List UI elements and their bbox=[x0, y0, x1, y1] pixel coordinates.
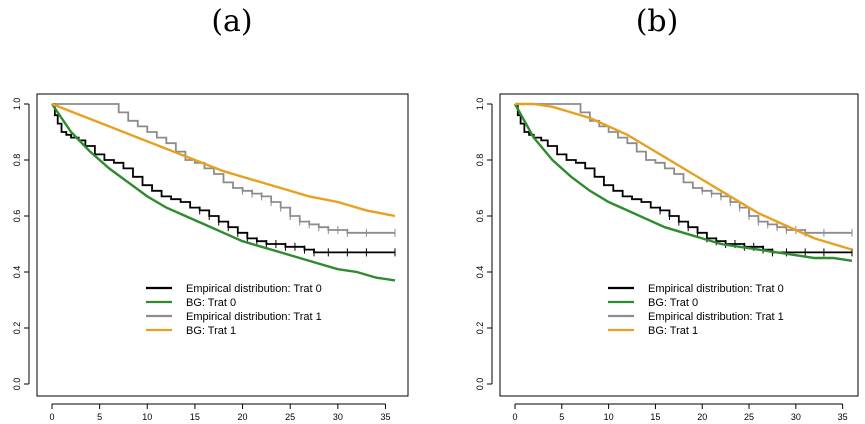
y-tick-label: 0.8 bbox=[12, 154, 22, 167]
chart-panel-1: 0 5 10 15 20 25 30 35 0.0 0.2 0.4 0.6 0.8 1.0 Empirica… bbox=[475, 93, 859, 422]
x-tick-label: 25 bbox=[744, 412, 754, 422]
y-tick-label: 0.4 bbox=[475, 266, 485, 279]
x-tick-label: 0 bbox=[512, 412, 517, 422]
y-tick-label: 0.8 bbox=[475, 154, 485, 167]
legend-label: Empirical distribution: Trat 0 bbox=[648, 283, 784, 295]
chart-panel-0: 0 5 10 15 20 25 30 35 0.0 0.2 0.4 0.6 0.8 1.0 Empirica… bbox=[12, 93, 409, 422]
plot-frame bbox=[36, 93, 409, 397]
panel-b-title: (b) bbox=[635, 4, 679, 39]
y-tick-label: 1.0 bbox=[475, 98, 485, 111]
x-tick-label: 35 bbox=[380, 412, 390, 422]
x-tick-label: 30 bbox=[791, 412, 801, 422]
plot-frame bbox=[499, 93, 859, 397]
series-line-3 bbox=[51, 102, 396, 218]
series-line-3 bbox=[515, 102, 853, 251]
panel-a-title: (a) bbox=[211, 4, 253, 39]
y-tick-label: 0.2 bbox=[12, 322, 22, 335]
x-tick-label: 10 bbox=[142, 412, 152, 422]
legend-label: BG: Trat 0 bbox=[648, 297, 698, 309]
x-tick-label: 35 bbox=[838, 412, 848, 422]
series-line-1 bbox=[51, 103, 396, 282]
y-tick-label: 1.0 bbox=[12, 98, 22, 111]
x-tick-label: 0 bbox=[49, 412, 54, 422]
legend-label: Empirical distribution: Trat 1 bbox=[186, 311, 322, 323]
x-tick-label: 15 bbox=[650, 412, 660, 422]
y-tick-label: 0.0 bbox=[475, 378, 485, 391]
series-line-0 bbox=[515, 103, 852, 254]
y-tick-label: 0.4 bbox=[12, 266, 22, 279]
x-tick-label: 5 bbox=[559, 412, 564, 422]
y-tick-label: 0.6 bbox=[12, 210, 22, 223]
x-tick-label: 25 bbox=[285, 412, 295, 422]
series-line-2 bbox=[52, 103, 395, 234]
legend-label: BG: Trat 0 bbox=[186, 297, 236, 309]
x-tick-label: 10 bbox=[604, 412, 614, 422]
series-line-2 bbox=[515, 103, 852, 234]
x-tick-label: 5 bbox=[97, 412, 102, 422]
y-tick-label: 0.6 bbox=[475, 210, 485, 223]
x-tick-label: 15 bbox=[190, 412, 200, 422]
y-tick-label: 0.2 bbox=[475, 322, 485, 335]
y-tick-label: 0.0 bbox=[12, 378, 22, 391]
x-tick-label: 20 bbox=[238, 412, 248, 422]
x-tick-label: 30 bbox=[333, 412, 343, 422]
series-line-1 bbox=[513, 103, 853, 262]
legend-label: BG: Trat 1 bbox=[186, 325, 236, 337]
legend-label: Empirical distribution: Trat 0 bbox=[186, 283, 322, 295]
x-tick-label: 20 bbox=[697, 412, 707, 422]
legend-label: BG: Trat 1 bbox=[648, 325, 698, 337]
legend-label: Empirical distribution: Trat 1 bbox=[648, 311, 784, 323]
